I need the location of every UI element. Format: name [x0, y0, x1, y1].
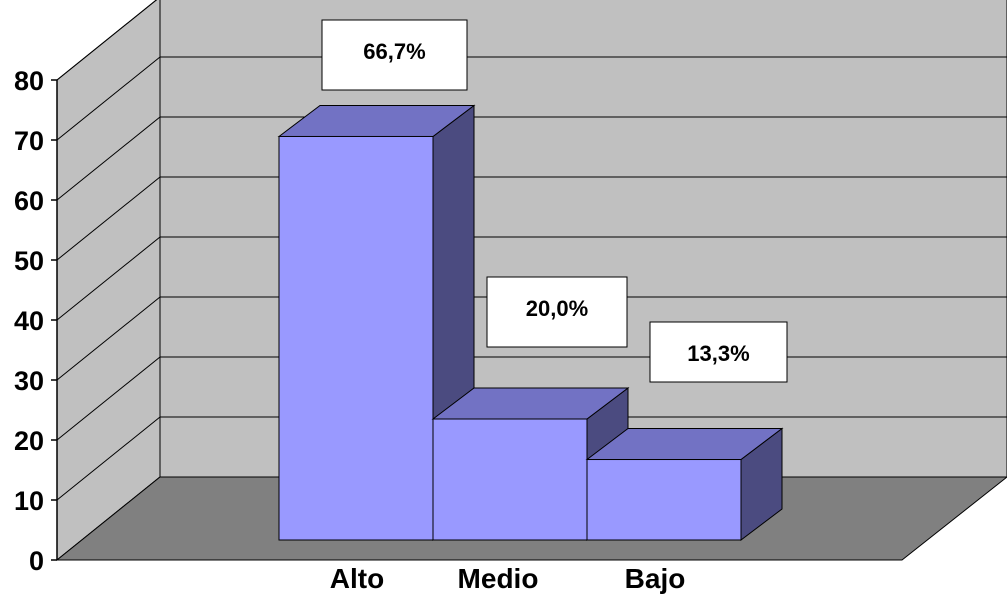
gridline-side: [56, 0, 158, 81]
gridline-side: [56, 116, 161, 201]
y-axis: [51, 79, 58, 561]
data-labels: 66,7% 20,0% 13,3%: [321, 19, 788, 383]
bar-alto: [277, 104, 476, 542]
category-label-medio: Medio: [458, 563, 539, 594]
y-tick-label: 10: [14, 486, 44, 516]
gridline-side: [56, 296, 161, 381]
bar-bajo: [585, 427, 784, 542]
y-tick-label: 60: [14, 186, 44, 216]
gridline-side: [56, 236, 161, 321]
data-label-box: [649, 321, 788, 383]
gridline-side: [56, 56, 161, 141]
data-label-text: 13,3%: [687, 341, 749, 366]
y-tick-label: 70: [14, 126, 44, 156]
bars: [277, 104, 784, 542]
category-label-bajo: Bajo: [625, 563, 686, 594]
y-tick-label: 20: [14, 426, 44, 456]
bar-front: [278, 135, 434, 541]
gridline-side: [56, 176, 161, 261]
y-tick-label: 40: [14, 306, 44, 336]
data-label-medio: 20,0%: [486, 276, 628, 348]
y-tick-labels: 0 10 20 30 40 50 60 70 80: [14, 66, 44, 576]
data-label-text: 20,0%: [526, 296, 588, 321]
category-label-alto: Alto: [330, 563, 384, 594]
data-label-text: 66,7%: [363, 39, 425, 64]
bar-front: [586, 459, 742, 541]
data-label-box: [486, 276, 628, 348]
gridline-side: [56, 356, 161, 441]
data-label-bajo: 13,3%: [649, 321, 788, 383]
y-tick-label: 50: [14, 246, 44, 276]
side-wall: [56, 0, 161, 562]
y-tick-label: 0: [29, 546, 44, 576]
y-tick-label: 30: [14, 366, 44, 396]
gridline-side: [56, 416, 161, 501]
y-tick-label: 80: [14, 66, 44, 96]
category-labels: Alto Medio Bajo: [330, 563, 686, 594]
data-label-alto: 66,7%: [321, 19, 468, 91]
bar-front: [432, 418, 588, 541]
data-label-box: [321, 19, 468, 91]
